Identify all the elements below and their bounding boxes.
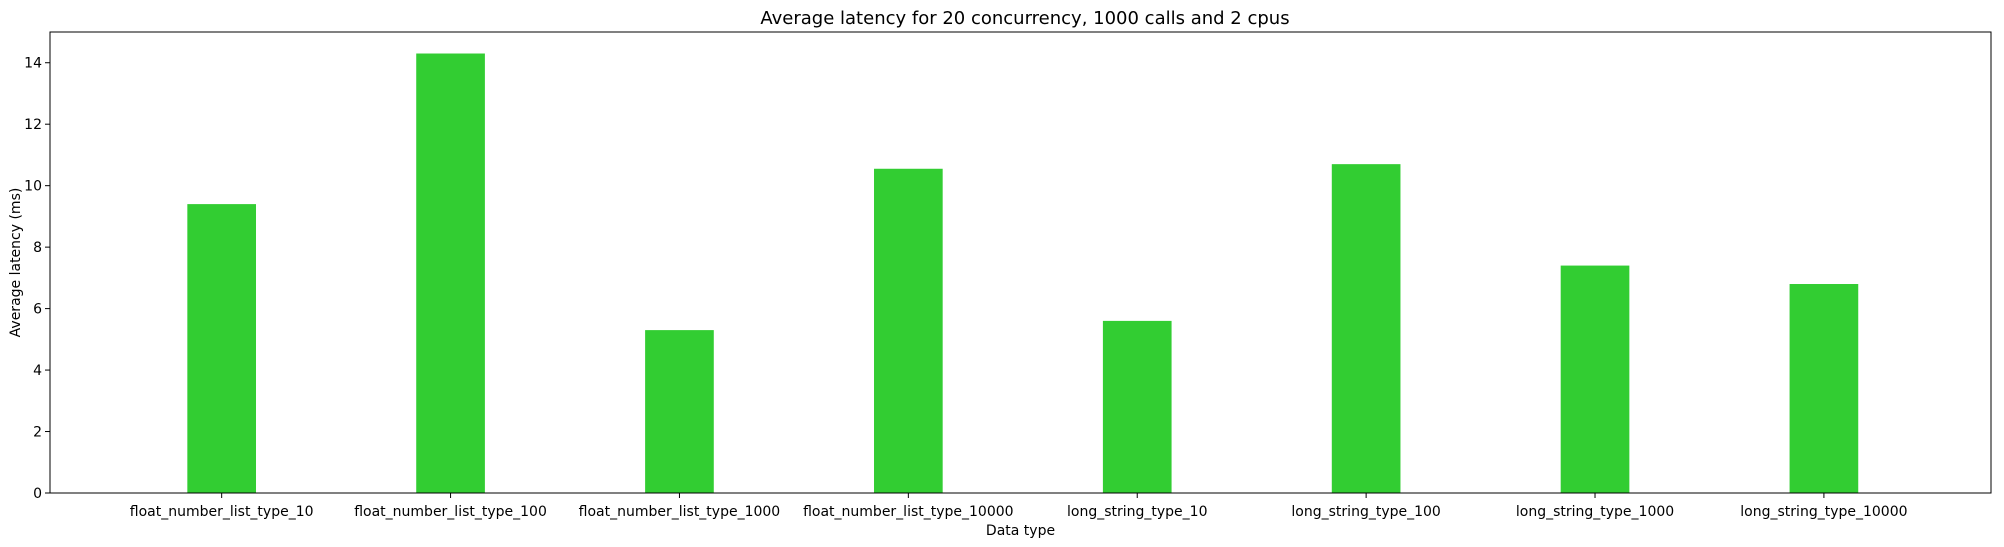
bar-float-number-list-type-1000	[645, 330, 714, 493]
bar-long-string-type-10000	[1789, 284, 1859, 493]
bar-long-string-type-100	[1331, 164, 1401, 494]
x-axis-ticks: float_number_list_type_10 float_number_li…	[130, 493, 1908, 520]
y-tick-label: 14	[24, 56, 42, 72]
x-tick-label: float_number_list_type_100	[354, 504, 547, 520]
x-tick-label: float_number_list_type_10000	[803, 504, 1013, 520]
plot-frame	[49, 31, 1992, 494]
y-tick-label: 4	[33, 363, 42, 379]
y-tick-label: 10	[24, 179, 42, 195]
y-tick-label: 2	[33, 425, 42, 441]
bar-float-number-list-type-100	[416, 53, 485, 493]
y-tick-label: 8	[33, 240, 42, 256]
x-tick-label: long_string_type_10000	[1740, 504, 1907, 520]
bar-float-number-list-type-10	[187, 204, 257, 493]
x-tick-label: long_string_type_1000	[1516, 504, 1674, 520]
x-tick-label: long_string_type_100	[1291, 504, 1440, 520]
bar-float-number-list-type-10000	[874, 168, 943, 493]
y-tick-label: 12	[24, 117, 42, 133]
bar-long-string-type-10	[1102, 320, 1172, 493]
bars-group	[187, 53, 1859, 494]
y-axis-ticks: 0 2 4 6 8 10 12 14	[24, 56, 50, 502]
y-tick-label: 0	[33, 486, 42, 502]
bar-long-string-type-1000	[1560, 265, 1630, 493]
x-tick-label: float_number_list_type_1000	[579, 504, 781, 520]
chart-title: Average latency for 20 concurrency, 1000…	[760, 8, 1289, 29]
y-tick-label: 6	[33, 302, 42, 318]
x-tick-label: long_string_type_10	[1067, 504, 1208, 520]
y-axis-label: Average latency (ms)	[8, 188, 24, 338]
x-tick-label: float_number_list_type_10	[130, 504, 314, 520]
x-axis-label: Data type	[986, 523, 1055, 539]
